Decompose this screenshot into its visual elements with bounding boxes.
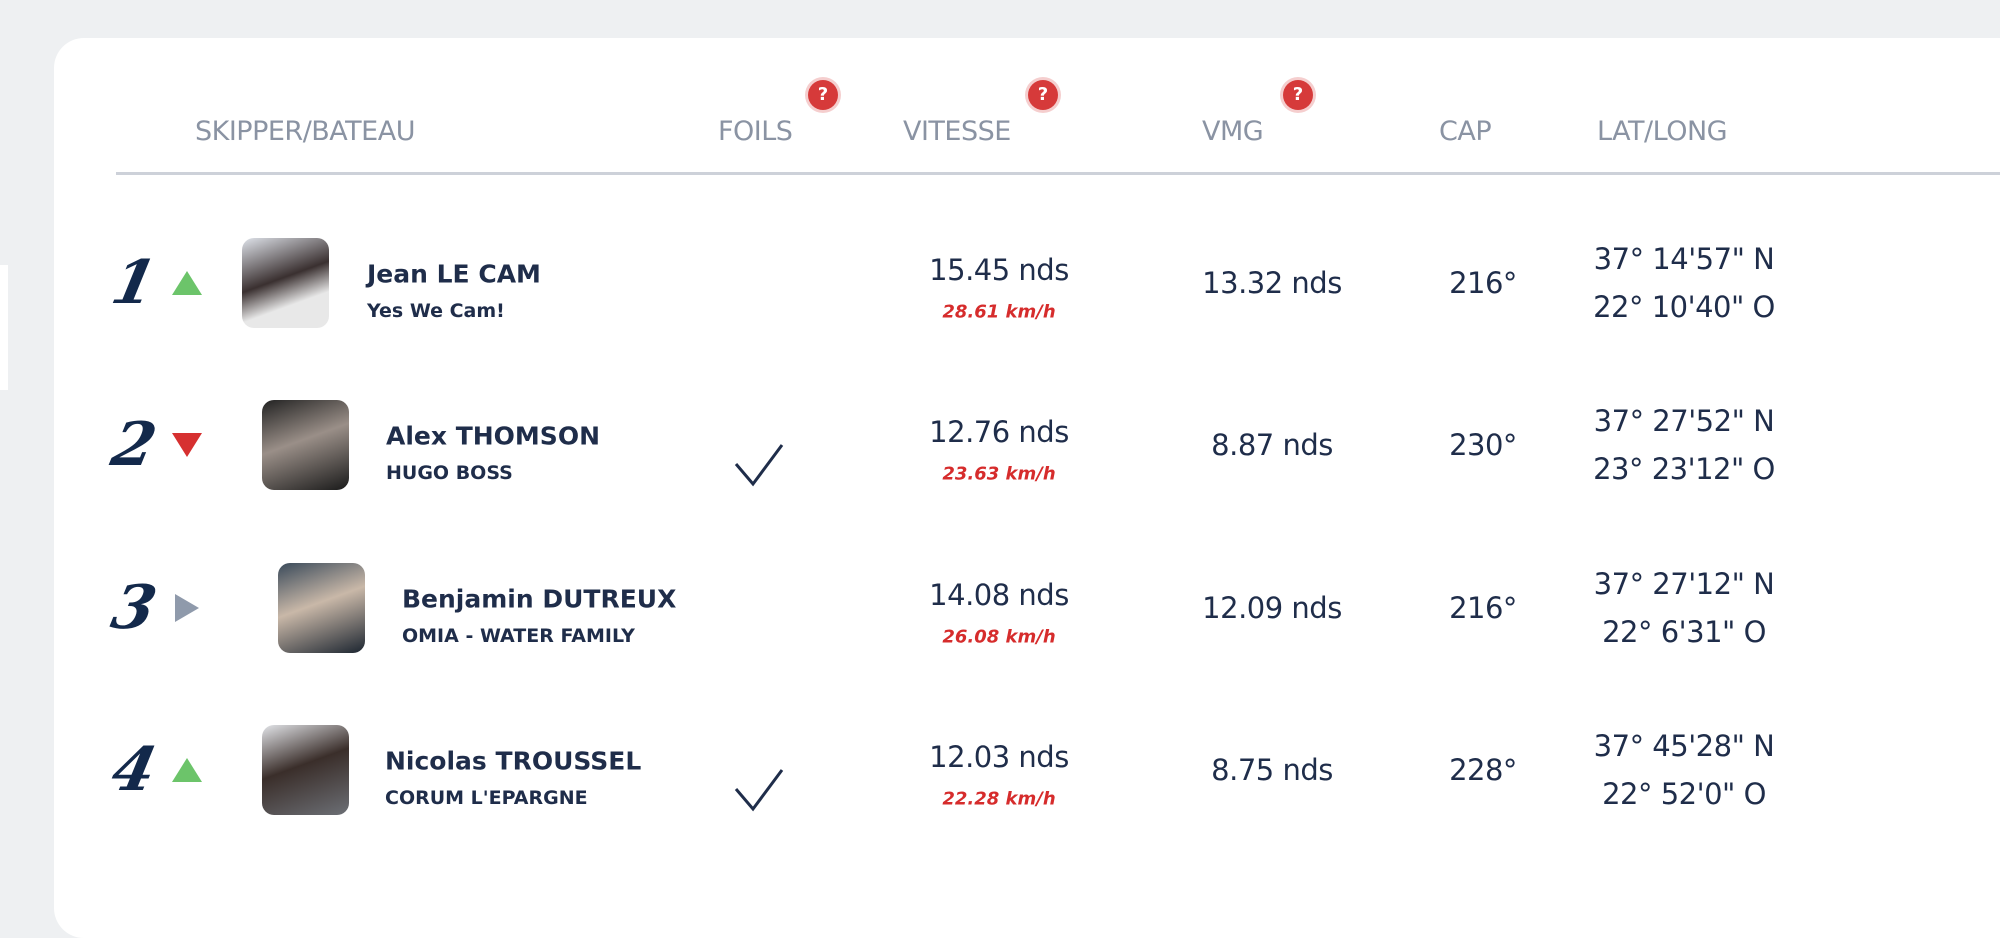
speed-kmh-value: 23.63 km/h (942, 463, 1056, 485)
skipper-avatar[interactable] (278, 563, 365, 653)
heading-value: 216° (1449, 591, 1517, 625)
boat-name: HUGO BOSS (386, 462, 513, 484)
speed-kmh-value: 28.61 km/h (942, 301, 1056, 323)
latitude-value: 37° 14'57" N (1593, 242, 1775, 276)
foils-check-icon (733, 767, 785, 817)
header-divider (116, 172, 2000, 175)
vmg-value: 8.75 nds (1211, 753, 1333, 787)
longitude-value: 22° 10'40" O (1593, 290, 1775, 324)
skipper-avatar[interactable] (242, 238, 329, 328)
speed-value: 12.76 nds (929, 415, 1069, 449)
boat-name: CORUM L'EPARGNE (385, 787, 588, 809)
boat-name: Yes We Cam! (367, 300, 505, 322)
vmg-value: 8.87 nds (1211, 428, 1333, 462)
speed-help-icon[interactable]: ? (1028, 80, 1058, 110)
vmg-value: 12.09 nds (1202, 591, 1342, 625)
foils-check-icon (733, 442, 785, 492)
heading-value: 230° (1449, 428, 1517, 462)
column-header-heading[interactable]: CAP (1439, 116, 1492, 147)
speed-kmh-value: 26.08 km/h (942, 626, 1056, 648)
latitude-value: 37° 27'12" N (1593, 567, 1775, 601)
left-panel-edge (0, 265, 8, 390)
ranking-card (54, 38, 2000, 938)
trend-same-icon (175, 594, 199, 622)
longitude-value: 22° 6'31" O (1602, 615, 1766, 649)
skipper-avatar[interactable] (262, 400, 349, 490)
heading-value: 216° (1449, 266, 1517, 300)
column-header-speed[interactable]: VITESSE (903, 116, 1011, 147)
column-header-latlong[interactable]: LAT/LONG (1597, 116, 1728, 147)
heading-value: 228° (1449, 753, 1517, 787)
speed-value: 12.03 nds (929, 740, 1069, 774)
boat-name: OMIA - WATER FAMILY (402, 625, 635, 647)
vmg-value: 13.32 nds (1202, 266, 1342, 300)
trend-up-icon (172, 758, 202, 782)
longitude-value: 22° 52'0" O (1602, 777, 1766, 811)
speed-value: 14.08 nds (929, 578, 1069, 612)
vmg-help-icon[interactable]: ? (1283, 80, 1313, 110)
column-header-vmg[interactable]: VMG (1202, 116, 1264, 147)
column-header-foils[interactable]: FOILS (718, 116, 793, 147)
trend-down-icon (172, 433, 202, 457)
skipper-name[interactable]: Alex THOMSON (386, 421, 600, 451)
speed-kmh-value: 22.28 km/h (942, 788, 1056, 810)
latitude-value: 37° 45'28" N (1593, 729, 1775, 763)
latitude-value: 37° 27'52" N (1593, 404, 1775, 438)
longitude-value: 23° 23'12" O (1593, 452, 1775, 486)
skipper-name[interactable]: Nicolas TROUSSEL (385, 746, 642, 776)
trend-up-icon (172, 271, 202, 295)
skipper-avatar[interactable] (262, 725, 349, 815)
skipper-name[interactable]: Jean LE CAM (367, 259, 541, 289)
column-header-skipper[interactable]: SKIPPER/BATEAU (195, 116, 415, 147)
foils-help-icon[interactable]: ? (808, 80, 838, 110)
skipper-name[interactable]: Benjamin DUTREUX (402, 584, 677, 614)
speed-value: 15.45 nds (929, 253, 1069, 287)
